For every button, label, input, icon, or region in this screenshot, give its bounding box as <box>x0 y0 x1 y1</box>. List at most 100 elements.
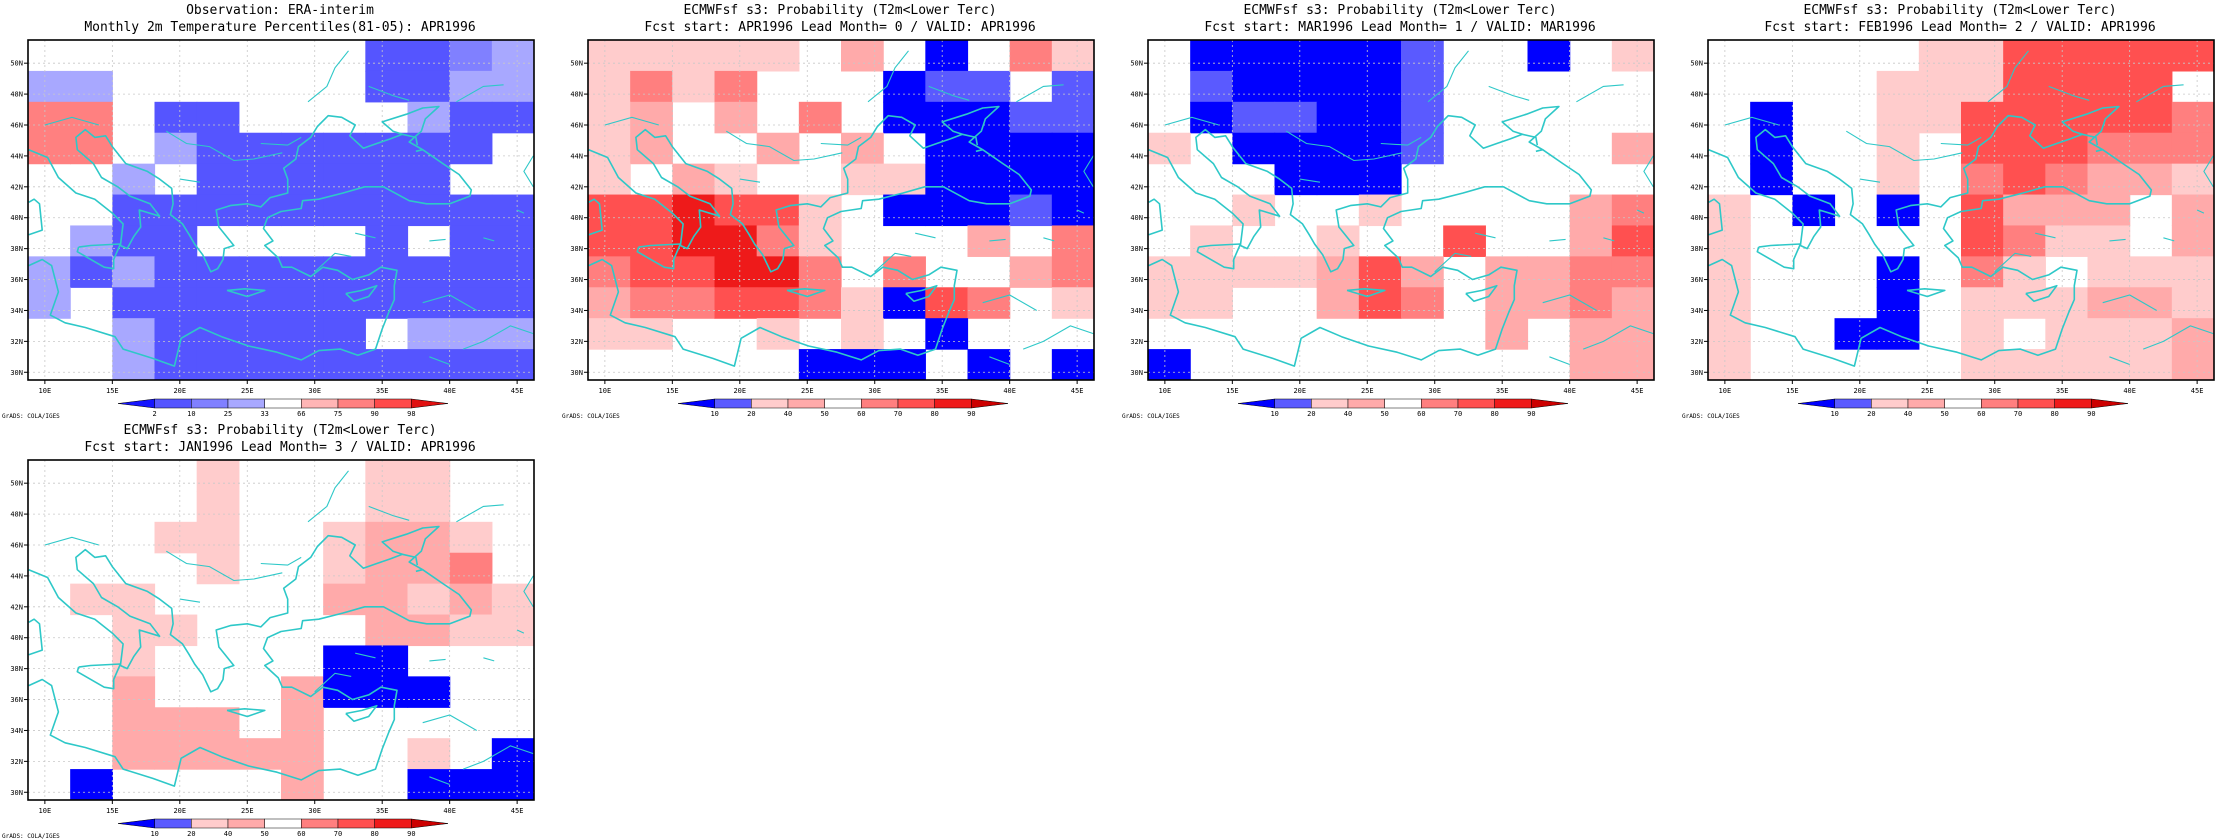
grid-cell <box>1051 225 1094 257</box>
y-tick-label: 48N <box>570 91 583 99</box>
y-tick-label: 50N <box>10 480 23 488</box>
grid-cell <box>630 287 673 319</box>
grid-cell <box>967 225 1011 257</box>
colorbar-segment <box>1531 398 1569 409</box>
y-tick-label: 32N <box>570 338 583 346</box>
panel-title-line1: ECMWFsf s3: Probability (T2m<Lower Terc) <box>1803 3 2116 18</box>
x-tick-label: 40E <box>1563 387 1576 395</box>
inland-water <box>1603 237 1615 242</box>
colorbar-label: 50 <box>1940 410 1948 418</box>
grid-cell <box>1051 194 1094 227</box>
grid-cell <box>196 163 240 196</box>
colorbar-segment <box>1871 398 1909 409</box>
grid-cell <box>1316 70 1360 103</box>
coastline <box>2082 133 2099 146</box>
inland-water <box>516 629 525 634</box>
inland-water <box>2109 356 2130 366</box>
grid-cell <box>2003 256 2046 288</box>
inland-water <box>483 237 495 242</box>
grid-cell <box>967 163 1011 196</box>
x-tick-label: 35E <box>1496 387 1509 395</box>
inland-water <box>1846 130 1963 162</box>
grid-cell <box>407 769 451 800</box>
map-svg: Observation: ERA-interim Monthly 2m Tempe… <box>2 3 535 420</box>
inland-water <box>1299 178 1321 183</box>
grid-cell <box>588 40 631 72</box>
grid-cell <box>1918 101 1962 134</box>
grid-cell <box>449 194 493 227</box>
grads-credit: GrADS: COLA/IGES <box>2 413 60 420</box>
grid-cell <box>1611 194 1654 227</box>
colorbar-segment <box>1274 398 1312 409</box>
grid-cell <box>1009 256 1053 288</box>
colorbar-segment <box>191 398 229 409</box>
grid-cell <box>1569 256 1613 288</box>
x-tick-label: 15E <box>1786 387 1799 395</box>
map-layer <box>28 40 534 380</box>
grid-cell <box>1009 132 1053 165</box>
grid-cell <box>2171 318 2214 350</box>
grid-cell <box>28 101 71 134</box>
grid-cell <box>1358 256 1402 288</box>
grid-cell <box>588 287 631 319</box>
panel-title-line1: ECMWFsf s3: Probability (T2m<Lower Terc) <box>123 423 436 438</box>
y-tick-label: 40N <box>1130 214 1143 222</box>
y-tick-label: 48N <box>10 91 23 99</box>
grid-cell <box>2087 163 2131 196</box>
colorbar-segment <box>117 818 155 829</box>
grid-cell <box>2129 256 2173 288</box>
grid-cell <box>883 101 926 134</box>
colorbar-label: 60 <box>1977 410 1985 418</box>
grid-cell <box>2129 318 2173 350</box>
grid-cell <box>70 583 113 616</box>
coastline <box>226 287 266 298</box>
grid-cell <box>196 738 240 770</box>
y-tick-label: 30N <box>1130 369 1143 377</box>
grid-cell <box>1527 287 1571 319</box>
grid-cell <box>407 738 451 770</box>
grid-cell <box>112 194 156 227</box>
grid-cell <box>2087 225 2131 257</box>
y-tick-label: 34N <box>10 727 23 735</box>
y-tick-label: 38N <box>1130 245 1143 253</box>
grid-cell <box>714 70 758 103</box>
grid-cell <box>756 225 800 257</box>
grid-cell <box>588 163 631 196</box>
grid-cell <box>154 225 198 257</box>
grid-cell <box>365 163 409 196</box>
y-tick-label: 42N <box>10 603 23 611</box>
grid-cell <box>154 614 198 647</box>
colorbar-segment <box>1384 398 1422 409</box>
x-tick-label: 10E <box>1159 387 1172 395</box>
map-layer <box>1148 40 1654 380</box>
coastline <box>1708 198 1724 236</box>
grid-cell <box>756 40 800 72</box>
grid-cell <box>196 490 240 523</box>
y-tick-label: 30N <box>1690 369 1703 377</box>
grid-cell <box>196 318 240 350</box>
grid-cell <box>2087 349 2131 380</box>
x-tick-label: 20E <box>173 807 186 815</box>
map-layer <box>28 460 534 800</box>
grid-cell <box>112 614 156 647</box>
colorbar-segment <box>677 398 715 409</box>
grid-cell <box>407 163 451 196</box>
inland-water <box>2163 237 2175 242</box>
grid-cell <box>323 194 366 227</box>
grid-cell <box>925 318 969 350</box>
inland-water <box>463 325 534 350</box>
grid-cell <box>1569 349 1613 380</box>
grid-cell <box>1358 194 1402 227</box>
grid-cell <box>1611 256 1654 288</box>
coastline <box>28 105 473 367</box>
grid-cell <box>883 163 926 196</box>
grid-cell <box>841 287 884 319</box>
grid-cell <box>1527 256 1571 288</box>
y-tick-label: 42N <box>570 183 583 191</box>
grid-cell <box>112 676 156 708</box>
grid-cell <box>238 132 282 165</box>
grid-cell <box>491 194 534 227</box>
grid-cell <box>1274 256 1318 288</box>
colorbar-segment <box>971 398 1009 409</box>
map-layer <box>1708 40 2214 380</box>
